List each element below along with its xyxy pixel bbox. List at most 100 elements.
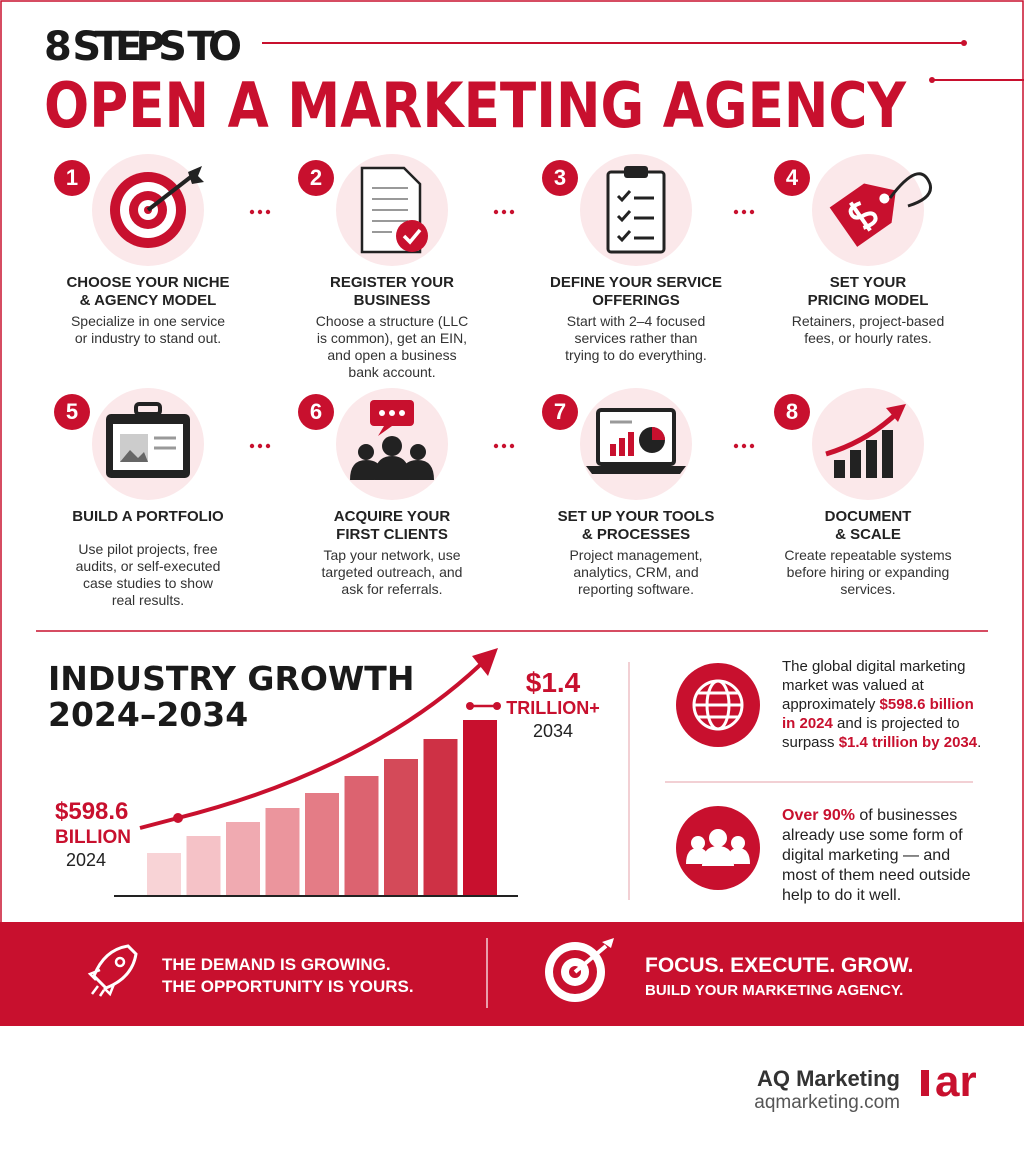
step-title: & PROCESSES [582, 526, 690, 543]
step-badge [542, 160, 578, 196]
start-value: BILLION [55, 827, 131, 848]
icon-part [188, 166, 204, 184]
icon-part [691, 836, 705, 850]
icon-part [730, 848, 750, 864]
icon-part [114, 956, 126, 968]
step-text: or industry to stand out. [75, 330, 221, 346]
step-icon [360, 166, 428, 254]
icon-part [616, 210, 632, 223]
step-text: Retainers, project-based [792, 313, 945, 329]
step-title: ACQUIRE YOUR [334, 508, 451, 525]
arrow-head [472, 648, 498, 676]
fact-highlight: $598.6 billion in 2024 [782, 696, 974, 732]
icon-part [709, 829, 727, 847]
icon-part [848, 201, 878, 232]
icon-part [379, 410, 385, 416]
growth-bar [423, 739, 458, 895]
connector-dot [501, 443, 507, 449]
fact-highlight: Over 90% [782, 807, 855, 824]
company-url: aqmarketing.com [754, 1092, 900, 1113]
step-title: BUILD A PORTFOLIO [72, 508, 224, 525]
step-text: Create repeatable systems [784, 547, 951, 563]
step-badge [298, 160, 334, 196]
title: OPEN A MARKETING AGENCY [44, 69, 907, 142]
icon-part [120, 450, 148, 462]
icon-part [888, 172, 933, 208]
fact-segment: of businesses already use some form of d… [782, 807, 971, 904]
step-icon [586, 408, 686, 474]
icon-part [652, 427, 665, 440]
icon-part [610, 444, 616, 456]
step-number: 2 [310, 165, 322, 190]
step-text: reporting software. [578, 581, 694, 597]
icon-part [961, 40, 967, 46]
step-text: ask for referrals. [341, 581, 442, 597]
step-title: DEFINE YOUR SERVICE [550, 274, 722, 291]
end-value: TRILLION+ [506, 698, 600, 718]
step-text: fees, or hourly rates. [804, 330, 932, 346]
connector-dot [265, 209, 271, 215]
step-text: and open a business [327, 347, 456, 363]
icon-part [628, 432, 634, 456]
end-value: $1.4 [526, 667, 581, 698]
step-text: Tap your network, use [324, 547, 461, 563]
fact-segment: . [977, 734, 982, 751]
step-icon [829, 172, 933, 247]
step-title: & SCALE [835, 526, 901, 543]
connector-dot [501, 209, 507, 215]
step-text: audits, or self-executed [76, 558, 221, 574]
step-number: 7 [554, 399, 566, 424]
growth-bar [265, 808, 300, 895]
icon-part [882, 430, 893, 478]
step-badge [542, 394, 578, 430]
icon-part [686, 848, 706, 864]
icon-part [399, 410, 405, 416]
step-title: PRICING MODEL [808, 292, 929, 309]
banner-text: THE DEMAND IS GROWING. [162, 955, 391, 974]
target-icon [545, 938, 614, 1002]
icon-part [698, 691, 738, 719]
step-text: Use pilot projects, free [78, 541, 217, 557]
step-title: BUSINESS [354, 292, 431, 309]
fact-text: The global digital marketing market was … [782, 657, 982, 752]
icon-part [0, 922, 1024, 1026]
step-number: 1 [66, 165, 78, 190]
step-title: & AGENCY MODEL [80, 292, 217, 309]
growth-bar [147, 853, 181, 895]
growth-bar [463, 720, 497, 895]
step-title: FIRST CLIENTS [336, 526, 448, 543]
connector-dot [741, 209, 747, 215]
step-text: real results. [112, 592, 184, 608]
banner-text: FOCUS. EXECUTE. GROW. [645, 954, 913, 977]
connector-dot [257, 443, 263, 449]
step-number: 3 [554, 165, 566, 190]
step-text: case studies to show [83, 575, 214, 591]
step-text: before hiring or expanding [787, 564, 950, 580]
growth-bar [186, 836, 221, 895]
icon-part [616, 230, 632, 243]
connector-dot [249, 443, 255, 449]
icon-part [87, 968, 116, 997]
globe-icon [692, 679, 744, 731]
connector-dot [493, 443, 499, 449]
step-text: services. [840, 581, 895, 597]
step-text: targeted outreach, and [322, 564, 463, 580]
point-end [493, 702, 501, 710]
icon-part [886, 404, 906, 422]
connector-dot [749, 443, 755, 449]
icon-part [410, 444, 426, 460]
step-badge [54, 394, 90, 430]
step-text: trying to do everything. [565, 347, 707, 363]
icon-part [879, 193, 890, 204]
growth-bar [384, 759, 418, 895]
icon-part [606, 170, 666, 254]
step-text: Project management, [569, 547, 702, 563]
connector-dot [733, 443, 739, 449]
connector-dot [749, 209, 755, 215]
step-number: 4 [786, 165, 799, 190]
icon-part [829, 183, 896, 247]
connector-dot [249, 209, 255, 215]
step-icon [350, 400, 434, 480]
